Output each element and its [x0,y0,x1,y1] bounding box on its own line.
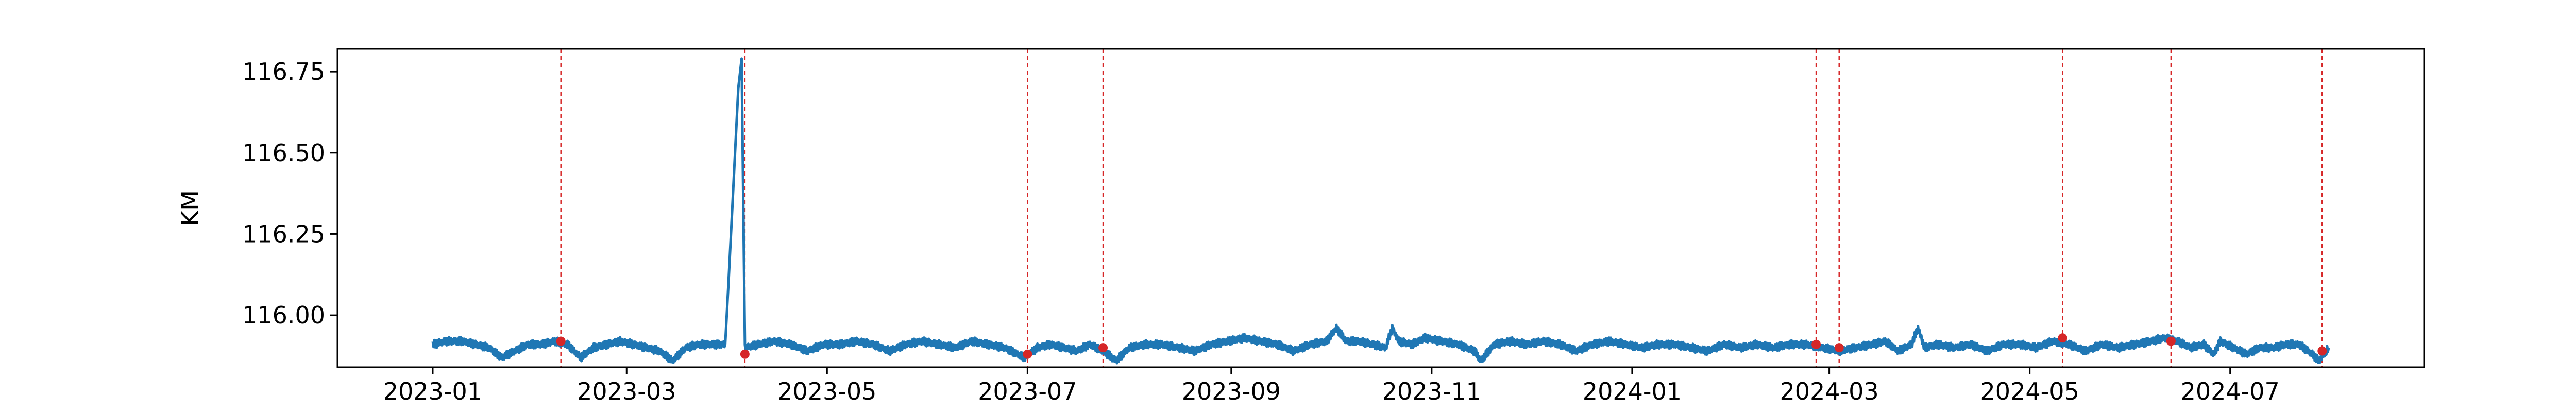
y-tick-label-3: 116.75 [242,58,325,85]
event-marker-2 [1023,349,1032,359]
x-tick-label-3: 2023-07 [978,377,1077,405]
x-tick-label-7: 2024-03 [1780,377,1878,405]
event-marker-4 [1811,339,1821,349]
x-axis: 2023-01 2023-03 2023-05 2023-07 2023-09 2023-… [383,367,2280,405]
event-marker-0 [556,336,566,346]
x-tick-label-4: 2023-09 [1182,377,1281,405]
event-marker-3 [1098,343,1108,353]
y-axis-label: KM [176,190,204,226]
event-marker-6 [2058,333,2067,343]
y-tick-label-0: 116.00 [242,301,325,329]
y-tick-label-1: 116.25 [242,220,325,248]
event-marker-7 [2166,336,2176,346]
x-tick-label-8: 2024-05 [1980,377,2079,405]
event-markers-layer [556,333,2327,359]
x-tick-label-6: 2024-01 [1583,377,1682,405]
series-line-0 [431,57,2330,365]
x-tick-label-9: 2024-07 [2181,377,2280,405]
y-axis: 116.00 116.25 116.50 116.75 [242,58,337,329]
event-marker-5 [1834,343,1844,353]
x-tick-label-2: 2023-05 [777,377,876,405]
event-marker-8 [2317,346,2327,356]
plot-frame [336,48,2425,368]
x-tick-label-0: 2023-01 [383,377,482,405]
x-tick-label-1: 2023-03 [577,377,676,405]
y-tick-label-2: 116.50 [242,139,325,167]
event-marker-1 [740,349,750,359]
series-layer [431,57,2330,365]
event-lines-layer [560,49,2323,367]
x-tick-label-5: 2023-11 [1382,377,1481,405]
